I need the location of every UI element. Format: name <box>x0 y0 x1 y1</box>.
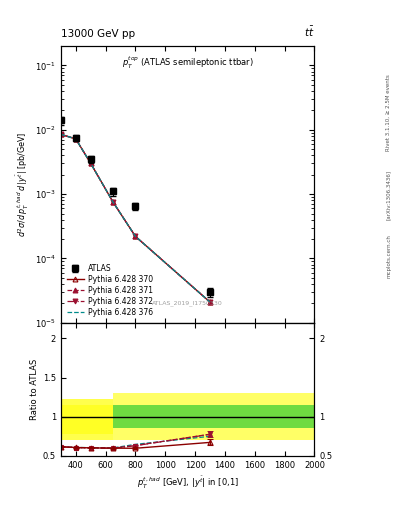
Legend: ATLAS, Pythia 6.428 370, Pythia 6.428 371, Pythia 6.428 372, Pythia 6.428 376: ATLAS, Pythia 6.428 370, Pythia 6.428 37… <box>65 262 155 319</box>
Bar <box>61 399 113 440</box>
Bar <box>61 405 113 434</box>
Y-axis label: $d^2\sigma / d\,p_T^{t,had}\,d\,|y^{\bar{t}}|$ [pb/GeV]: $d^2\sigma / d\,p_T^{t,had}\,d\,|y^{\bar… <box>15 132 31 237</box>
Pythia 6.428 372 <box>73 136 78 142</box>
Line: Pythia 6.428 370: Pythia 6.428 370 <box>59 132 213 305</box>
Pythia 6.428 372 <box>59 131 63 137</box>
Bar <box>113 405 314 429</box>
Pythia 6.428 372 <box>133 233 138 240</box>
Text: [arXiv:1306.3436]: [arXiv:1306.3436] <box>386 169 391 220</box>
Pythia 6.428 376 <box>111 199 116 205</box>
Pythia 6.428 376 <box>73 136 78 142</box>
Line: Pythia 6.428 372: Pythia 6.428 372 <box>59 132 213 305</box>
Pythia 6.428 371 <box>208 299 212 305</box>
Pythia 6.428 372 <box>111 199 116 205</box>
Text: $t\bar{t}$: $t\bar{t}$ <box>304 25 314 39</box>
Pythia 6.428 376 <box>133 233 138 240</box>
Line: Pythia 6.428 371: Pythia 6.428 371 <box>59 132 213 305</box>
Pythia 6.428 371 <box>133 233 138 240</box>
Pythia 6.428 371 <box>111 199 116 205</box>
Text: Rivet 3.1.10, ≥ 2.5M events: Rivet 3.1.10, ≥ 2.5M events <box>386 74 391 151</box>
Pythia 6.428 376 <box>59 131 63 137</box>
Pythia 6.428 376 <box>208 299 212 305</box>
Pythia 6.428 371 <box>88 160 93 166</box>
Y-axis label: Ratio to ATLAS: Ratio to ATLAS <box>30 358 39 420</box>
Pythia 6.428 370 <box>208 299 212 305</box>
Pythia 6.428 370 <box>73 136 78 142</box>
Pythia 6.428 370 <box>111 199 116 205</box>
Pythia 6.428 370 <box>133 233 138 240</box>
Pythia 6.428 371 <box>73 136 78 142</box>
Bar <box>113 393 314 440</box>
Pythia 6.428 371 <box>59 131 63 137</box>
X-axis label: $p_T^{t,had}$ [GeV], $|y^{\bar{t}}|$ in [0,1]: $p_T^{t,had}$ [GeV], $|y^{\bar{t}}|$ in … <box>137 475 239 491</box>
Text: ATLAS_2019_I1750330: ATLAS_2019_I1750330 <box>152 301 223 306</box>
Pythia 6.428 370 <box>59 131 63 137</box>
Pythia 6.428 376 <box>88 160 93 166</box>
Pythia 6.428 372 <box>88 160 93 166</box>
Pythia 6.428 372 <box>208 299 212 305</box>
Pythia 6.428 370 <box>88 160 93 166</box>
Text: $p_T^{top}$ (ATLAS semileptonic ttbar): $p_T^{top}$ (ATLAS semileptonic ttbar) <box>122 54 253 71</box>
Text: 13000 GeV pp: 13000 GeV pp <box>61 29 135 39</box>
Text: mcplots.cern.ch: mcplots.cern.ch <box>386 234 391 278</box>
Line: Pythia 6.428 376: Pythia 6.428 376 <box>61 134 210 302</box>
